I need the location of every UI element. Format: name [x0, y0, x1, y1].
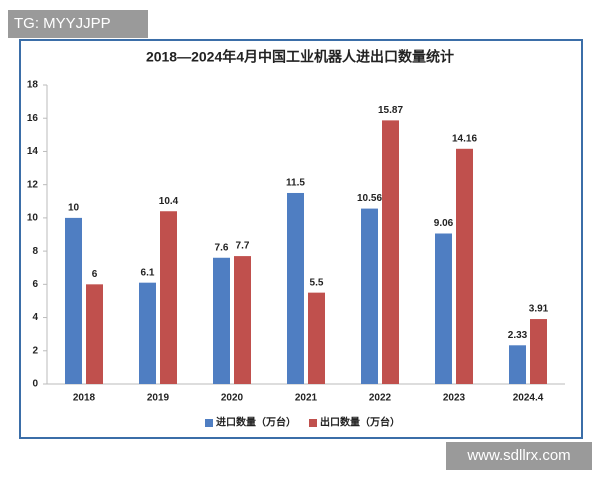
y-tick-label: 12: [27, 179, 39, 190]
data-label: 7.7: [236, 241, 250, 252]
legend-swatch: [309, 419, 317, 427]
data-label: 3.91: [529, 304, 549, 315]
chart-title: 2018—2024年4月中国工业机器人进出口数量统计: [146, 49, 454, 65]
data-label: 9.06: [434, 218, 454, 229]
bar: [509, 345, 526, 384]
y-tick-label: 14: [27, 146, 39, 157]
legend-label: 出口数量（万台）: [320, 416, 400, 429]
bar: [213, 257, 230, 384]
data-label: 6.1: [141, 267, 155, 278]
bar: [361, 208, 378, 384]
bar: [234, 256, 251, 384]
data-label: 6: [92, 269, 98, 280]
bar: [86, 284, 103, 384]
watermark: www.sdllrx.com: [466, 447, 570, 464]
x-tick-label: 2018: [73, 393, 96, 404]
x-tick-label: 2024.4: [513, 393, 544, 404]
bar: [382, 120, 399, 385]
bar: [139, 282, 156, 384]
y-tick-label: 16: [27, 113, 39, 124]
y-tick-label: 2: [32, 345, 38, 356]
y-tick-label: 8: [32, 246, 38, 257]
y-tick-label: 18: [27, 80, 39, 91]
watermark-box: [8, 10, 148, 38]
x-tick-label: 2020: [221, 393, 244, 404]
legend-swatch: [205, 419, 213, 427]
bar: [65, 217, 82, 384]
bar: [456, 148, 473, 384]
data-label: 15.87: [378, 105, 403, 116]
data-label: 10.4: [159, 196, 179, 207]
x-tick-label: 2021: [295, 393, 318, 404]
bar: [160, 211, 177, 384]
data-label: 5.5: [310, 277, 324, 288]
data-label: 14.16: [452, 133, 477, 144]
y-tick-label: 6: [32, 279, 38, 290]
bar: [308, 292, 325, 384]
data-label: 10: [68, 203, 80, 214]
legend-label: 进口数量（万台）: [216, 416, 296, 429]
x-tick-label: 2023: [443, 393, 466, 404]
bar: [435, 233, 452, 384]
y-tick-label: 0: [32, 379, 38, 390]
bar: [287, 192, 304, 384]
data-label: 7.6: [215, 242, 229, 253]
data-label: 10.56: [357, 193, 382, 204]
watermark-box: [446, 442, 592, 470]
x-tick-label: 2022: [369, 393, 392, 404]
bar: [530, 319, 547, 384]
watermark: TG: MYYJJPP: [14, 15, 111, 32]
y-tick-label: 4: [32, 312, 38, 323]
data-label: 2.33: [508, 330, 528, 341]
y-tick-label: 10: [27, 213, 39, 224]
data-label: 11.5: [286, 178, 305, 189]
x-tick-label: 2019: [147, 393, 170, 404]
